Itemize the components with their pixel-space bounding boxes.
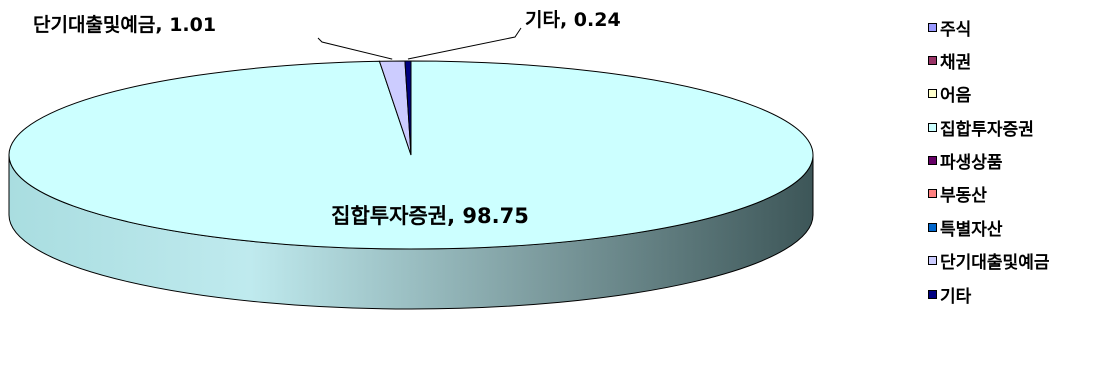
legend-item: 기타 [928,279,1049,309]
legend-item: 집합투자증권 [928,112,1049,142]
legend-label: 단기대출및예금 [940,253,1050,274]
pie-slices [8,60,814,250]
legend-swatch [928,122,937,132]
legend-item: 채권 [928,45,1049,75]
data-label: 단기대출및예금, 1.01 [33,14,216,36]
legend-swatch [928,22,937,32]
legend-swatch [928,55,937,65]
leader-line [317,37,393,60]
legend-item: 부동산 [928,179,1049,209]
leader-line [407,27,522,60]
legend-item: 파생상품 [928,146,1049,176]
data-label: 집합투자증권, 98.75 [331,204,529,228]
legend-item: 주식 [928,12,1049,42]
legend-item: 어음 [928,79,1049,109]
legend-label: 채권 [940,52,972,73]
legend-label: 어음 [940,86,972,107]
legend-label: 주식 [940,19,972,40]
legend-swatch [928,89,937,99]
legend-label: 파생상품 [940,153,1003,174]
legend-swatch [928,222,937,232]
legend-swatch [928,189,937,199]
legend-swatch [928,256,937,266]
pie-data-labels: 집합투자증권, 98.75 단기대출및예금, 1.01 기타, 0.24 [33,9,621,228]
legend-swatch [928,156,937,166]
legend-item: 특별자산 [928,212,1049,242]
legend-swatch [928,289,937,299]
legend-label: 부동산 [940,186,987,207]
slice-8 [404,60,412,156]
legend-label: 집합투자증권 [940,119,1034,140]
pie-chart: 집합투자증권, 98.75 단기대출및예금, 1.01 기타, 0.24 [8,9,814,310]
legend-label: 기타 [940,286,972,307]
data-label: 기타, 0.24 [525,9,621,31]
legend-label: 특별자산 [940,219,1003,240]
legend-item: 단기대출및예금 [928,246,1049,276]
